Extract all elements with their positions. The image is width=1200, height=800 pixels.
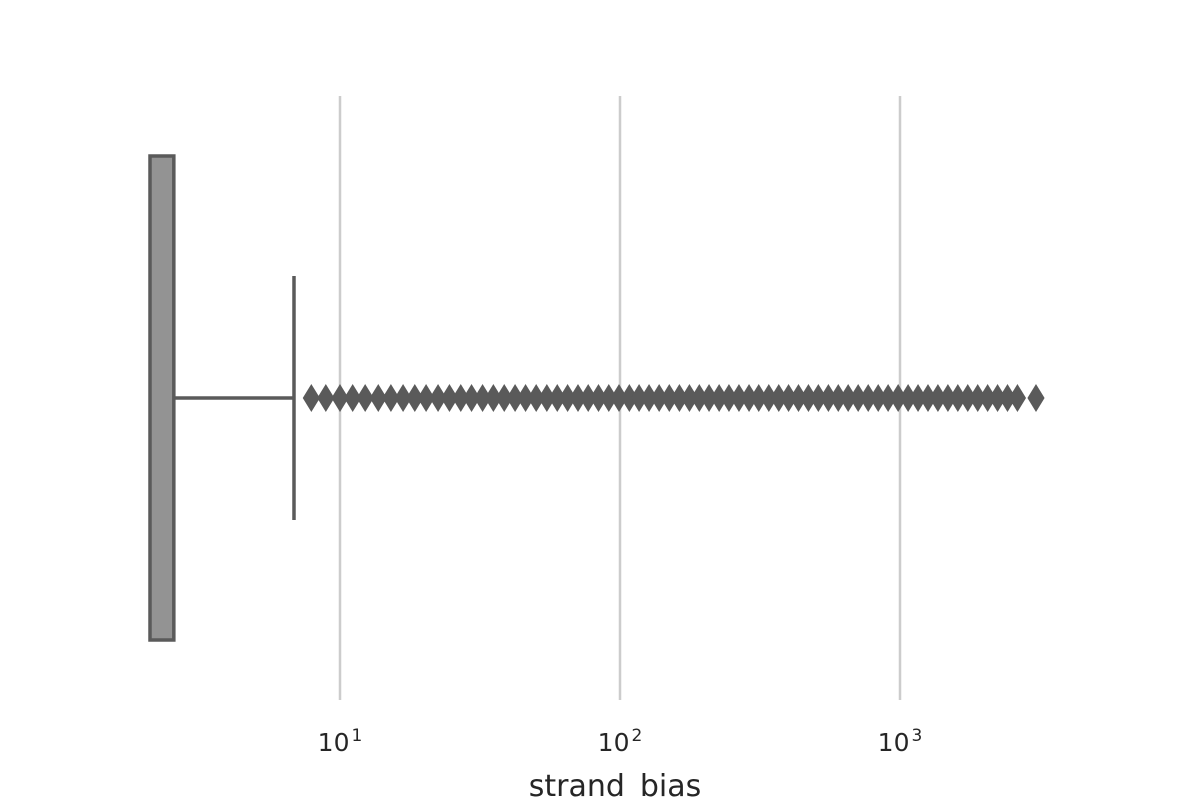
outlier-point bbox=[417, 384, 435, 412]
x-tick-label: 10 2 bbox=[598, 726, 643, 757]
outlier-point bbox=[344, 384, 362, 412]
outlier-point bbox=[1027, 384, 1045, 412]
outlier-point bbox=[440, 384, 459, 412]
outlier-point bbox=[317, 384, 335, 412]
box-iqr bbox=[148, 154, 176, 642]
outlier-point bbox=[331, 384, 349, 412]
outlier-point bbox=[302, 384, 320, 412]
outlier-point bbox=[406, 384, 424, 412]
outlier-markers bbox=[302, 384, 1045, 412]
box-plot bbox=[148, 154, 296, 642]
x-tick-label: 10 1 bbox=[318, 726, 363, 757]
outlier-point bbox=[394, 384, 412, 412]
outlier-point bbox=[382, 384, 400, 412]
x-tick-label: 10 3 bbox=[878, 726, 923, 757]
outlier-point bbox=[356, 384, 374, 412]
x-tick-labels: 10 1 10 2 10 3 bbox=[318, 726, 923, 757]
outlier-point bbox=[369, 384, 387, 412]
x-axis-label: strand_bias bbox=[529, 769, 702, 800]
outlier-point bbox=[429, 384, 447, 412]
outlier-point bbox=[1008, 384, 1027, 412]
